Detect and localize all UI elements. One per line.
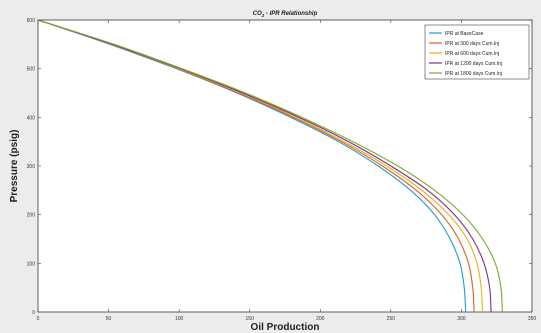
chart-title: CO2 - IPR Relationship xyxy=(253,11,318,18)
x-tick-label: 50 xyxy=(106,316,112,322)
chart-title-subscript: 2 xyxy=(261,13,265,18)
x-tick-label: 350 xyxy=(528,316,537,322)
chart-title-rest: - IPR Relationship xyxy=(264,11,317,17)
y-axis-label: Pressure (psig) xyxy=(9,130,20,203)
series-line xyxy=(37,19,503,313)
chart-title-co: CO xyxy=(253,11,262,17)
x-tick-label: 100 xyxy=(175,316,184,322)
x-tick-label: 300 xyxy=(457,316,466,322)
y-tick-label: 0 xyxy=(32,310,35,316)
x-tick-label: 150 xyxy=(246,316,255,322)
series-lines xyxy=(37,19,503,313)
legend-label: IPR at 600 days Cum.Inj xyxy=(445,51,499,57)
y-tick-label: 600 xyxy=(27,18,36,24)
legend-label: IPR at 300 days Cum.Inj xyxy=(445,41,499,47)
legend-box xyxy=(424,24,530,80)
x-axis-ticks: 0 50 100 150 200 250 300 350 xyxy=(37,20,537,322)
y-axis-ticks: 0 100 200 300 400 500 600 xyxy=(27,18,532,316)
y-tick-label: 100 xyxy=(27,261,36,267)
y-tick-label: 400 xyxy=(27,115,36,121)
x-axis-label: Oil Production xyxy=(251,322,320,333)
x-tick-label: 200 xyxy=(316,316,325,322)
y-tick-label: 500 xyxy=(27,67,36,73)
legend-label: IPR at BaseCase xyxy=(445,31,484,37)
legend-label: IPR at 1200 days Cum.Inj xyxy=(445,61,502,67)
legend: IPR at BaseCase IPR at 300 days Cum.Inj IP… xyxy=(424,24,530,80)
legend-items: IPR at BaseCase IPR at 300 days Cum.Inj IP… xyxy=(429,31,502,77)
legend-label: IPR at 1800 days Cum.Inj xyxy=(445,71,502,77)
x-tick-label: 0 xyxy=(37,316,40,322)
x-tick-label: 250 xyxy=(387,316,396,322)
y-tick-label: 200 xyxy=(27,213,36,219)
y-tick-label: 300 xyxy=(27,164,36,170)
